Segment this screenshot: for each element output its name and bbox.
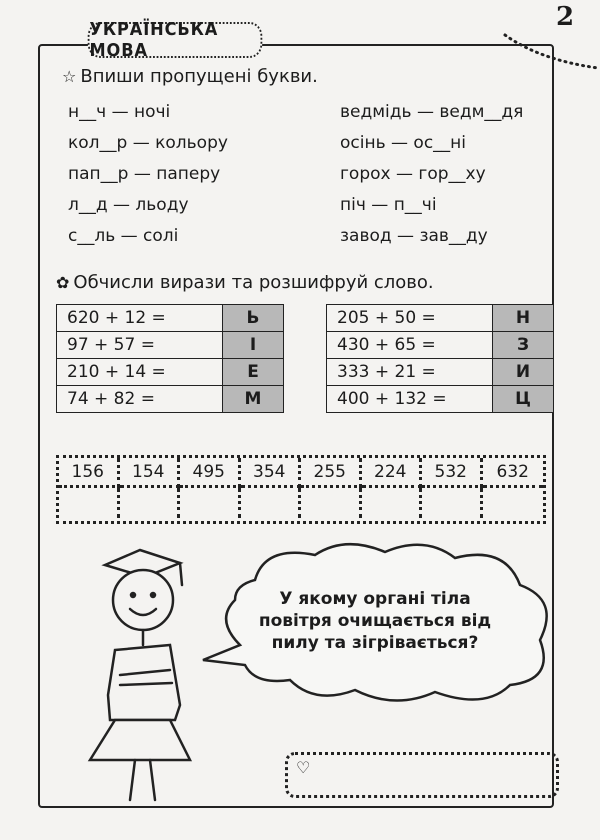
answer-cell[interactable] xyxy=(241,488,301,518)
word-pair: с__ль — солі xyxy=(68,226,179,246)
decode-grid: 156 154 495 354 255 224 532 632 xyxy=(56,455,546,524)
letter-cell: Н xyxy=(492,304,554,332)
student-figure-illustration xyxy=(87,548,193,802)
riddle-question: У якому органі тіла повітря очищається в… xyxy=(258,589,492,653)
expression: 210 + 14 = xyxy=(56,358,223,386)
expression: 97 + 57 = xyxy=(56,331,223,359)
table-row: 430 + 65 = З xyxy=(326,331,554,359)
table-row: 74 + 82 = М xyxy=(56,385,284,413)
expression: 74 + 82 = xyxy=(56,385,223,413)
word-pair: н__ч — ночі xyxy=(68,102,171,122)
calc-table-left: 620 + 12 = Ь 97 + 57 = І 210 + 14 = Е 74 + … xyxy=(56,304,284,413)
expression: 205 + 50 = xyxy=(326,304,493,332)
content-frame xyxy=(38,44,554,808)
heart-icon: ♡ xyxy=(296,758,311,777)
task2-instruction: Обчисли вирази та розшифруй слово. xyxy=(73,272,434,293)
page-number: 2 xyxy=(556,2,575,32)
code-number: 632 xyxy=(482,458,543,488)
word-pair: осінь — ос__ні xyxy=(340,133,466,153)
answer-cell[interactable] xyxy=(180,488,241,518)
word-pair: горох — гор__ху xyxy=(340,164,486,184)
expression: 400 + 132 = xyxy=(326,385,493,413)
code-number: 495 xyxy=(180,458,241,488)
table-row: 620 + 12 = Ь xyxy=(56,304,284,332)
word-pair: пап__р — паперу xyxy=(68,164,221,184)
table-row: 205 + 50 = Н xyxy=(326,304,554,332)
word-pair: кол__р — кольору xyxy=(68,133,228,153)
answer-cell[interactable] xyxy=(59,488,120,518)
word-pair: л__д — льоду xyxy=(68,195,189,215)
answer-cell[interactable] xyxy=(483,488,544,518)
answer-cell[interactable] xyxy=(422,488,483,518)
letter-cell: І xyxy=(222,331,284,359)
task1-instruction: Впиши пропущені букви. xyxy=(80,66,318,87)
task2-heading: ✿ Обчисли вирази та розшифруй слово. xyxy=(56,272,434,293)
answer-box[interactable]: ♡ xyxy=(285,752,559,798)
code-number: 156 xyxy=(59,458,120,488)
table-row: 333 + 21 = И xyxy=(326,358,554,386)
code-number: 154 xyxy=(119,458,180,488)
table-row: 97 + 57 = І xyxy=(56,331,284,359)
expression: 620 + 12 = xyxy=(56,304,223,332)
expression: 430 + 65 = xyxy=(326,331,493,359)
letter-cell: З xyxy=(492,331,554,359)
letter-cell: Е xyxy=(222,358,284,386)
letter-cell: М xyxy=(222,385,284,413)
task1-right-column: ведмідь — ведм__дя осінь — ос__ні горох … xyxy=(340,97,523,252)
expression: 333 + 21 = xyxy=(326,358,493,386)
word-pair: піч — п__чі xyxy=(340,195,437,215)
code-number: 255 xyxy=(301,458,362,488)
table-row: 210 + 14 = Е xyxy=(56,358,284,386)
code-number: 532 xyxy=(422,458,483,488)
answer-cell[interactable] xyxy=(120,488,180,518)
table-row: 400 + 132 = Ц xyxy=(326,385,554,413)
flower-icon: ✿ xyxy=(56,273,70,292)
letter-cell: И xyxy=(492,358,554,386)
star-icon: ☆ xyxy=(62,67,77,86)
answer-cell[interactable] xyxy=(301,488,362,518)
task1-left-column: н__ч — ночі кол__р — кольору пап__р — па… xyxy=(68,97,228,252)
task1-heading: ☆ Впиши пропущені букви. xyxy=(62,66,318,87)
word-pair: завод — зав__ду xyxy=(340,226,488,246)
thought-cloud xyxy=(202,542,548,702)
code-number: 354 xyxy=(240,458,301,488)
letter-cell: Ц xyxy=(492,385,554,413)
subject-title: УКРАЇНСЬКА МОВА xyxy=(87,19,263,61)
word-pair: ведмідь — ведм__дя xyxy=(340,102,524,122)
answer-cell[interactable] xyxy=(362,488,422,518)
code-number: 224 xyxy=(361,458,422,488)
letter-cell: Ь xyxy=(222,304,284,332)
calc-table-right: 205 + 50 = Н 430 + 65 = З 333 + 21 = И 400 … xyxy=(326,304,554,413)
